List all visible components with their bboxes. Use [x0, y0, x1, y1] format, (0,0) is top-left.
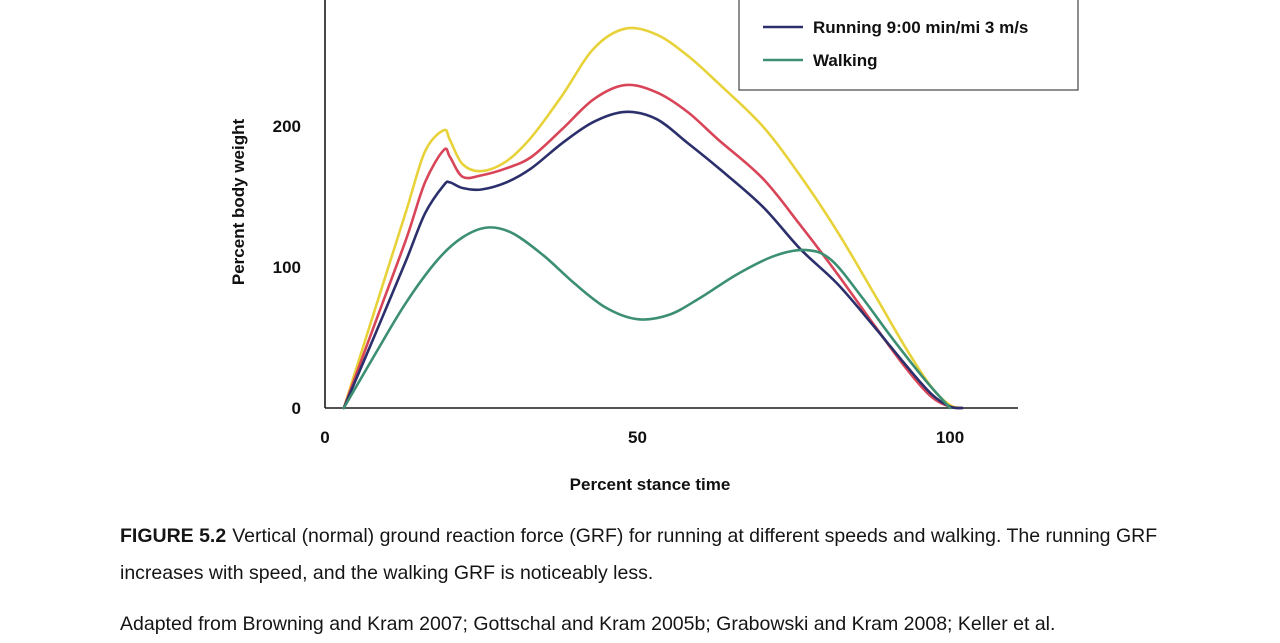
y-tick-label: 200: [273, 117, 301, 136]
legend-label: Running 9:00 min/mi 3 m/s: [813, 18, 1028, 37]
y-tick-label: 0: [292, 399, 301, 418]
figure-caption: FIGURE 5.2 Vertical (normal) ground react…: [120, 518, 1200, 592]
series-line-running-9-00-min-mi-3-m-s: [342, 110, 964, 410]
legend-box: [738, 0, 1079, 91]
figure-label: FIGURE 5.2: [120, 525, 227, 547]
series-group: [342, 26, 964, 410]
x-tick-label: 0: [320, 428, 329, 447]
x-axis-title: Percent stance time: [570, 475, 731, 494]
plot-area: 0 50 100 0 100 200: [273, 0, 1018, 447]
legend: Running 9:00 min/mi 3 m/s Walking: [738, 0, 1079, 91]
x-tick-label: 100: [936, 428, 964, 447]
x-tick-label: 50: [628, 428, 647, 447]
chart: 0 50 100 0 100 200 Running 9:00 min/mi 3 m/s W…: [229, 0, 1079, 494]
y-axis-title: Percent body weight: [229, 119, 248, 286]
y-tick-label: 100: [273, 258, 301, 277]
figure-source: Adapted from Browning and Kram 2007; Got…: [120, 613, 1056, 635]
caption-text: Vertical (normal) ground reaction force …: [120, 525, 1158, 584]
series-line-unlabeled-0: [342, 26, 964, 410]
series-line-walking: [342, 226, 952, 410]
legend-label: Walking: [813, 51, 878, 70]
